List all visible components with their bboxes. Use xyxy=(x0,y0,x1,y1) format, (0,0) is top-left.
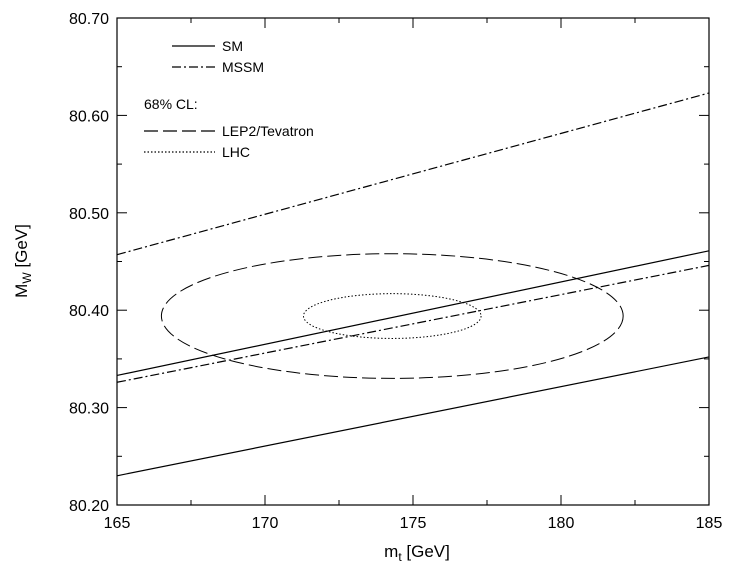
y-axis-label-main: M xyxy=(12,284,31,298)
legend-label-lhc: LHC xyxy=(222,144,250,160)
legend-cl-header: 68% CL: xyxy=(144,96,198,112)
y-tick-label: 80.50 xyxy=(69,206,109,223)
series-line-mssm-3 xyxy=(116,264,710,383)
x-axis-label: mt [GeV] xyxy=(384,542,450,564)
y-tick-label: 80.70 xyxy=(69,11,109,28)
plot-area-frame xyxy=(116,17,710,506)
series-line-sm-0 xyxy=(116,250,710,377)
y-axis-label-subscript: W xyxy=(20,272,34,284)
y-axis-label: MW [GeV] xyxy=(12,224,34,298)
legend-label-lep2-tevatron: LEP2/Tevatron xyxy=(222,123,314,139)
series-line-sm-1 xyxy=(116,356,710,477)
x-tick-label: 170 xyxy=(252,515,279,532)
legend-entry-sm: SM xyxy=(172,38,243,54)
legend-entry-lep2-tevatron: LEP2/Tevatron xyxy=(144,123,314,139)
y-tick-label: 80.20 xyxy=(69,498,109,515)
axis-ticks xyxy=(116,17,710,506)
x-axis-label-main: m xyxy=(384,542,398,561)
legend-label-sm: SM xyxy=(222,38,243,54)
plot-content xyxy=(116,92,710,477)
y-axis-label-unit: [GeV] xyxy=(12,224,31,272)
ellipse-lhc xyxy=(302,293,482,339)
ellipse-lep2-tevatron xyxy=(160,253,624,379)
tick-labels: 165 170 175 180 185 80.20 80.30 80.40 80.50 80.60… xyxy=(69,11,722,532)
y-tick-label: 80.40 xyxy=(69,303,109,320)
legend-label-mssm: MSSM xyxy=(222,59,264,75)
x-tick-label: 165 xyxy=(104,515,131,532)
x-axis-label-subscript: t xyxy=(398,550,402,564)
x-axis-label-unit: [GeV] xyxy=(402,542,450,561)
x-tick-label: 185 xyxy=(696,515,723,532)
legend-entry-mssm: MSSM xyxy=(172,59,264,75)
x-tick-label: 180 xyxy=(548,515,575,532)
y-tick-label: 80.60 xyxy=(69,108,109,125)
legend-entry-lhc: LHC xyxy=(144,144,250,160)
y-tick-label: 80.30 xyxy=(69,401,109,418)
x-tick-label: 175 xyxy=(400,515,427,532)
legend: SM MSSM 68% CL: LEP2/Tevatron LHC xyxy=(144,38,314,160)
series-line-mssm-2 xyxy=(116,92,710,256)
